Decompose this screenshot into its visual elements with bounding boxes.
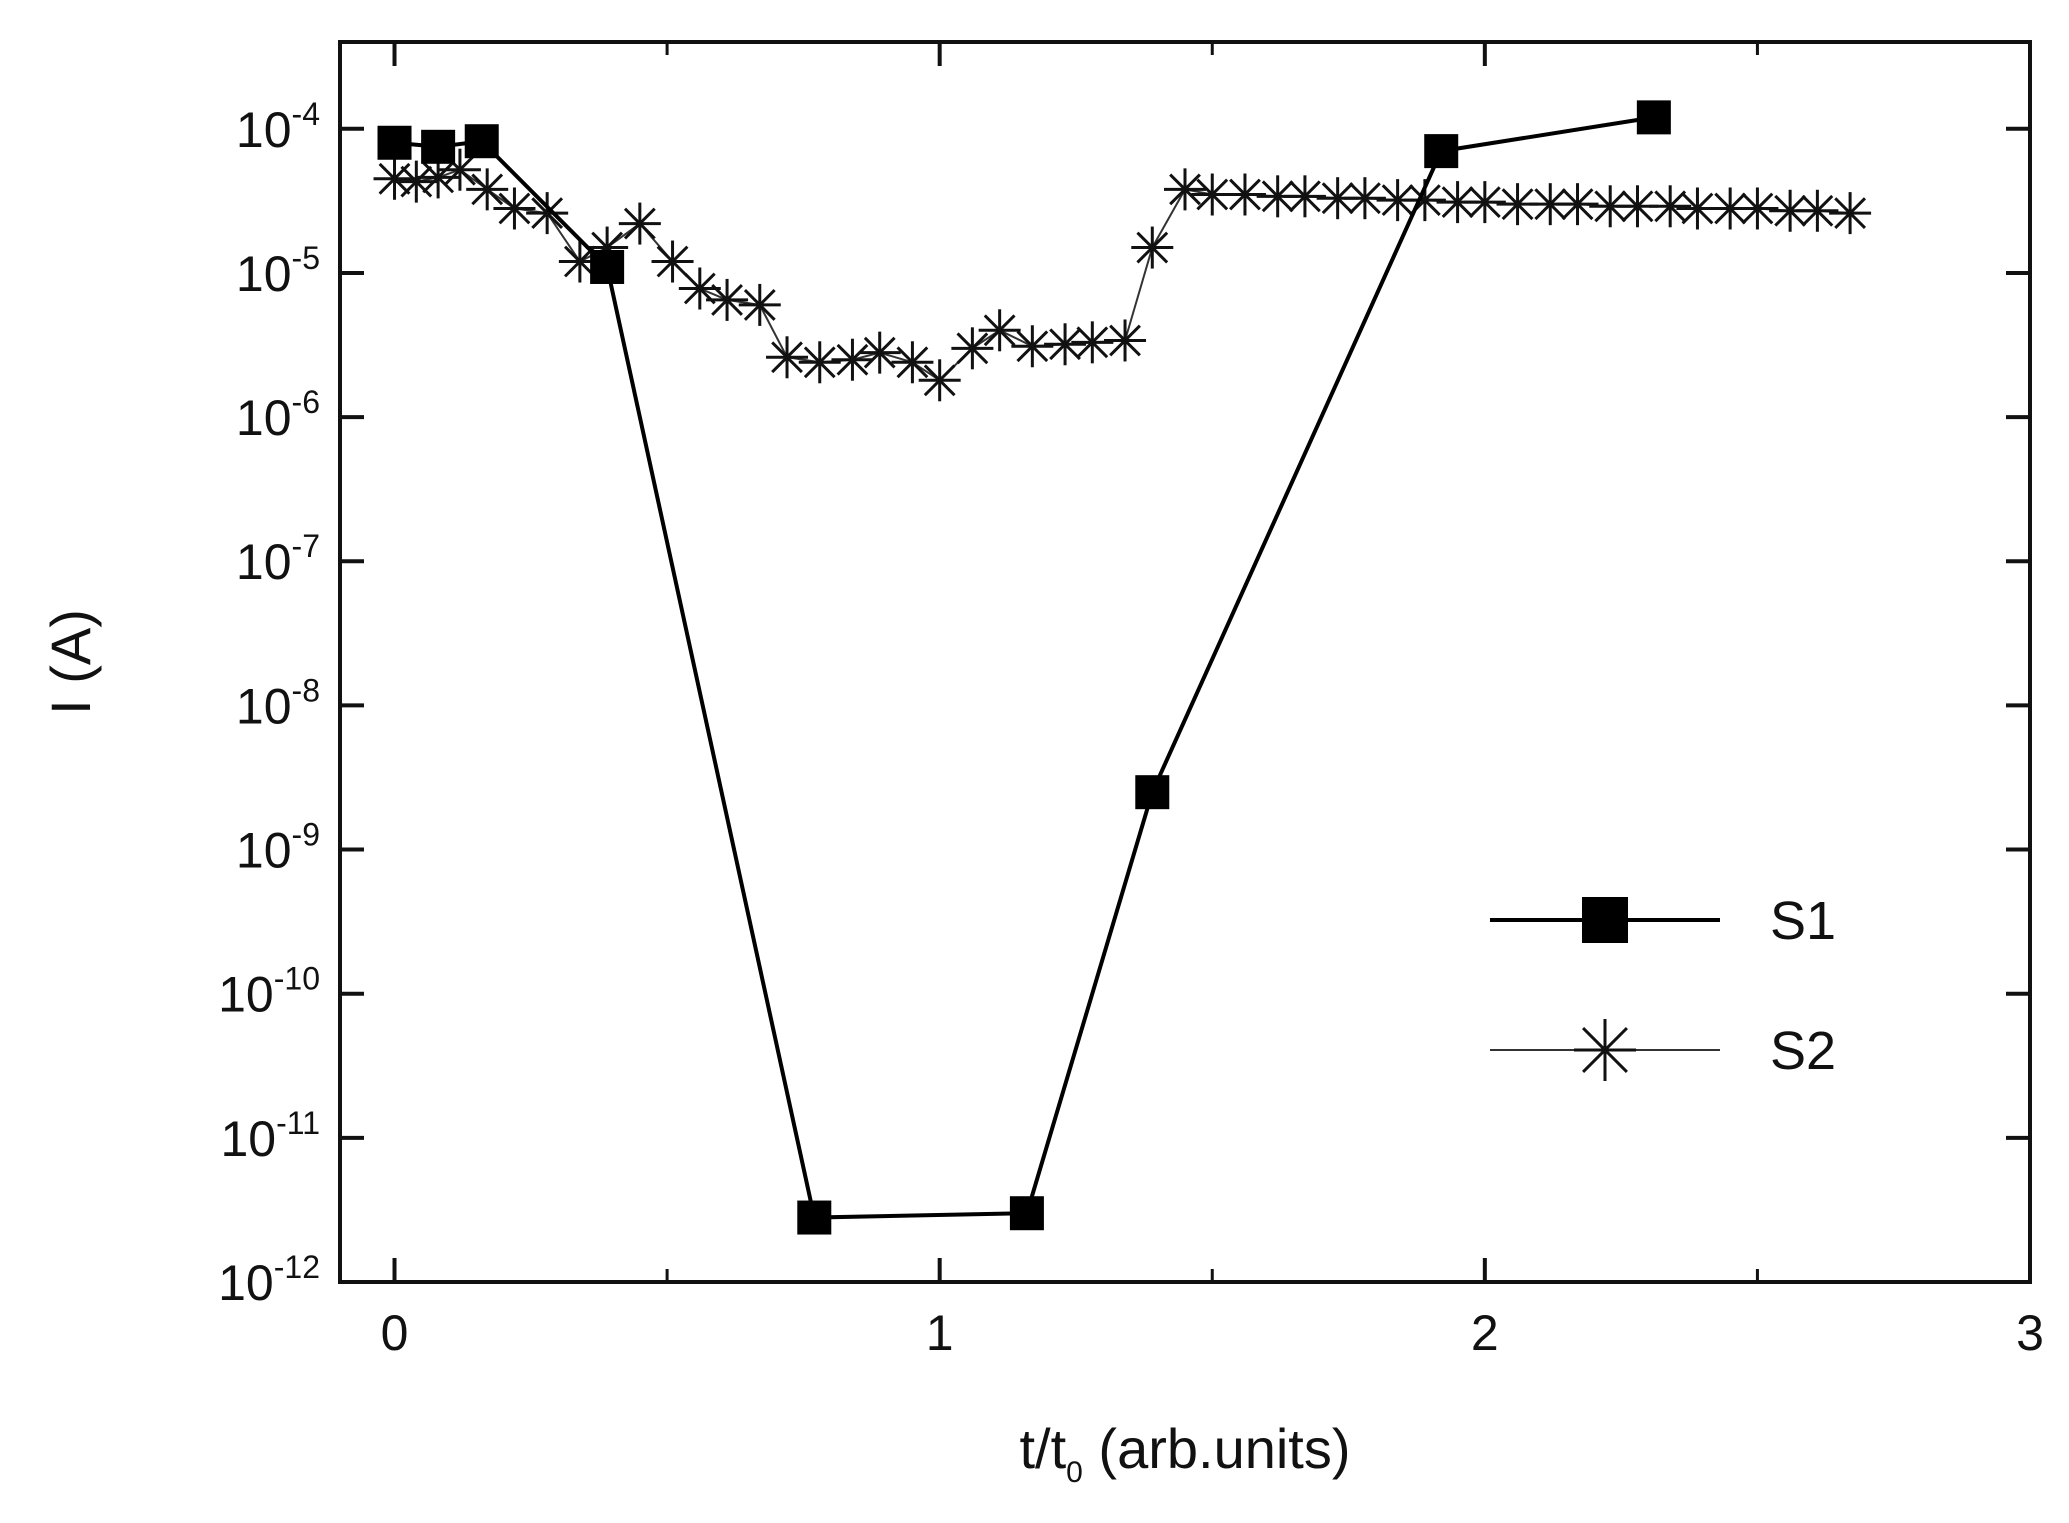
series-s2-point [618, 202, 661, 245]
series-s2-point [891, 341, 934, 384]
series-s2-point [1829, 192, 1872, 235]
series-s2-point [493, 187, 536, 230]
series-s1-point [377, 125, 412, 160]
legend-s2-marker [1574, 1019, 1636, 1081]
series-s2-point [798, 341, 841, 384]
series-s1-point [464, 124, 499, 159]
y-tick-label: 10-4 [236, 96, 320, 158]
series-s2-point [1044, 323, 1087, 366]
series-s2-point [858, 331, 901, 374]
y-tick-label: 10-9 [236, 817, 320, 879]
series-s2-point [1164, 168, 1206, 211]
series-s2-point [1011, 325, 1054, 368]
series-s2-point [1556, 183, 1599, 226]
axes-layer [338, 40, 2032, 1284]
x-tick-label: 1 [926, 1305, 954, 1361]
series-s2-point [1709, 187, 1752, 230]
series-s2-point [766, 336, 809, 379]
series-s2-point [1104, 319, 1147, 362]
series-s1-point [1636, 100, 1671, 135]
series-s2-point [738, 283, 781, 326]
series-s1-point [590, 249, 625, 284]
series-s1-point [421, 129, 456, 164]
y-tick-label: 10-10 [218, 961, 320, 1023]
series-layer [373, 100, 1872, 1235]
series-s1-point [1009, 1196, 1044, 1231]
legend-s2-label: S2 [1770, 1021, 1836, 1081]
y-tick-label: 10-5 [236, 240, 320, 302]
legend-entry-s1: S1 [1490, 891, 1836, 951]
series-s2-point [918, 359, 961, 402]
series-s2-point [951, 327, 994, 370]
legend-s1-marker [1582, 897, 1628, 943]
legend-entry-s2: S2 [1490, 1019, 1836, 1081]
y-axis-label: I (A) [39, 609, 102, 715]
series-s1 [377, 100, 1671, 1235]
legend: S1 S2 [1490, 891, 1836, 1081]
series-s2-point [466, 168, 509, 211]
series-s2-point [1223, 173, 1266, 216]
series-s2-point [1283, 175, 1326, 218]
x-tick-label: 0 [381, 1305, 409, 1361]
series-s2-point [1131, 226, 1174, 269]
series-s1-line [394, 115, 1655, 1220]
series-s2-point [395, 160, 438, 203]
legend-s1-label: S1 [1770, 891, 1836, 951]
x-tick-label: 3 [2016, 1305, 2044, 1361]
series-s2 [373, 148, 1872, 402]
series-s2-point [1736, 187, 1779, 230]
y-tick-label: 10-11 [221, 1105, 321, 1167]
series-s2-point [526, 192, 569, 235]
series-s2-point [1589, 185, 1632, 228]
series-s2-point [706, 278, 749, 321]
x-axis-label: t/t0 (arb.units) [1019, 1417, 1350, 1489]
x-tick-label: 2 [1471, 1305, 1499, 1361]
plot-frame [338, 40, 2032, 1284]
y-tick-label: 10-6 [236, 384, 320, 446]
series-s2-point [978, 309, 1021, 352]
labels-layer: 0 1 2 3 10-4 10-5 10-6 10-7 10-8 10-9 10-10 10-11 10… [39, 96, 2044, 1489]
y-tick-label: 10-7 [236, 528, 320, 590]
series-s2-point [1796, 189, 1839, 232]
series-s2-point [831, 338, 874, 381]
series-s1-point [797, 1200, 832, 1235]
series-s2-point [1649, 185, 1692, 228]
series-s2-point [373, 157, 416, 200]
series-s2-point [1071, 321, 1114, 364]
series-s1-point [1135, 775, 1170, 810]
y-tick-label: 10-8 [236, 672, 320, 734]
series-s2-point [651, 240, 694, 283]
series-s2-point [1343, 177, 1386, 220]
series-s2-point [1463, 181, 1506, 224]
series-s1-point [1424, 134, 1459, 169]
y-tick-label: 10-12 [218, 1249, 320, 1311]
